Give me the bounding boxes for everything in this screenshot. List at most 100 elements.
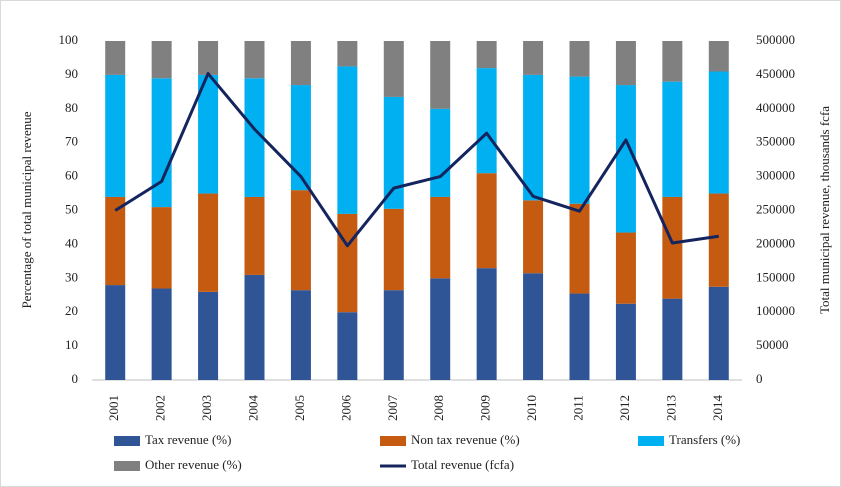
bar-segment: [383, 208, 404, 291]
bar-segment: [615, 41, 636, 86]
y2-tick-label: 200000: [756, 235, 795, 250]
legend-swatch: [114, 436, 140, 446]
bar-segment: [615, 303, 636, 380]
bar-segment: [523, 273, 544, 380]
y2-axis-title: Total municipal revenue, thousands fcfa: [817, 106, 832, 314]
y2-tick-label: 100000: [756, 303, 795, 318]
y-tick-label: 80: [65, 100, 78, 115]
bar-segment: [244, 196, 265, 275]
y2-tick-label: 400000: [756, 100, 795, 115]
bar-segment: [290, 290, 311, 380]
bar-segment: [105, 196, 126, 286]
y-tick-label: 90: [65, 66, 78, 81]
bar-segment: [151, 288, 172, 380]
y2-tick-label: 450000: [756, 66, 795, 81]
legend-swatch: [380, 436, 406, 446]
bar-segment: [290, 41, 311, 86]
bar-segment: [430, 41, 451, 109]
y2-tick-label: 500000: [756, 32, 795, 47]
bar-segment: [662, 298, 683, 380]
x-tick-label: 2010: [524, 395, 539, 421]
bar-segment: [244, 78, 265, 197]
bar-segment: [151, 78, 172, 208]
bar-segment: [523, 200, 544, 274]
y2-tick-label: 350000: [756, 134, 795, 149]
bar-segment: [662, 81, 683, 197]
bar-segment: [662, 41, 683, 82]
bar-segment: [151, 207, 172, 289]
legend-label: Total revenue (fcfa): [411, 457, 514, 472]
legend-label: Tax revenue (%): [145, 432, 231, 447]
x-tick-label: 2003: [199, 395, 214, 421]
x-tick-label: 2005: [292, 395, 307, 421]
bar-segment: [198, 193, 219, 292]
legend-swatch: [638, 436, 664, 446]
bar-segment: [476, 41, 497, 69]
bar-segment: [476, 68, 497, 174]
bar-segment: [430, 196, 451, 279]
bar-segment: [290, 85, 311, 191]
bar-segment: [430, 278, 451, 380]
y-axis-title: Percentage of total municipal revenue: [19, 111, 34, 308]
x-tick-label: 2007: [385, 395, 400, 422]
y2-tick-label: 150000: [756, 269, 795, 284]
y-tick-label: 40: [65, 235, 78, 250]
bar-segment: [615, 85, 636, 233]
bar-segment: [337, 66, 358, 214]
bar-segment: [198, 291, 219, 380]
x-tick-label: 2012: [617, 395, 632, 421]
y-tick-label: 50: [65, 201, 78, 216]
bar-segment: [708, 193, 729, 287]
y-tick-label: 100: [59, 32, 79, 47]
x-tick-label: 2013: [663, 395, 678, 421]
bar-segment: [569, 76, 590, 204]
bar-segment: [105, 74, 126, 197]
bar-segment: [290, 190, 311, 291]
x-tick-label: 2006: [338, 395, 353, 422]
bar-segment: [244, 274, 265, 380]
bar-segment: [569, 41, 590, 77]
bar-segment: [476, 268, 497, 380]
y2-tick-label: 0: [756, 371, 763, 386]
bar-segment: [337, 41, 358, 67]
bar-segment: [383, 41, 404, 97]
bar-segment: [151, 41, 172, 79]
y-tick-label: 20: [65, 303, 78, 318]
x-tick-label: 2009: [478, 395, 493, 421]
bar-segment: [337, 213, 358, 313]
bar-segment: [383, 96, 404, 209]
y-tick-label: 10: [65, 337, 78, 352]
y-tick-label: 60: [65, 168, 78, 183]
x-tick-label: 2004: [245, 395, 260, 422]
bar-segment: [523, 74, 544, 201]
bar-segment: [383, 290, 404, 380]
y-tick-label: 30: [65, 269, 78, 284]
legend-swatch: [114, 461, 140, 471]
x-tick-label: 2008: [431, 395, 446, 421]
legend-label: Other revenue (%): [145, 457, 242, 472]
y2-tick-label: 300000: [756, 168, 795, 183]
bar-segment: [708, 286, 729, 380]
bar-segment: [198, 41, 219, 75]
bar-segment: [708, 71, 729, 194]
bar-segment: [430, 108, 451, 197]
bar-segment: [523, 41, 544, 75]
line-series: [114, 72, 720, 248]
bar-segment: [476, 173, 497, 269]
bar-segment: [105, 285, 126, 380]
bar-segment: [244, 41, 265, 79]
x-tick-label: 2014: [710, 395, 725, 422]
y2-tick-label: 250000: [756, 201, 795, 216]
legend-label: Non tax revenue (%): [411, 432, 520, 447]
bar-segment: [198, 74, 219, 194]
bar-segment: [569, 293, 590, 380]
x-tick-label: 2011: [570, 395, 585, 421]
y2-tick-label: 50000: [756, 337, 789, 352]
y-tick-label: 70: [65, 134, 78, 149]
legend-label: Transfers (%): [669, 432, 740, 447]
bar-segment: [615, 232, 636, 304]
x-tick-label: 2002: [153, 395, 168, 421]
x-tick-label: 2001: [106, 395, 121, 421]
